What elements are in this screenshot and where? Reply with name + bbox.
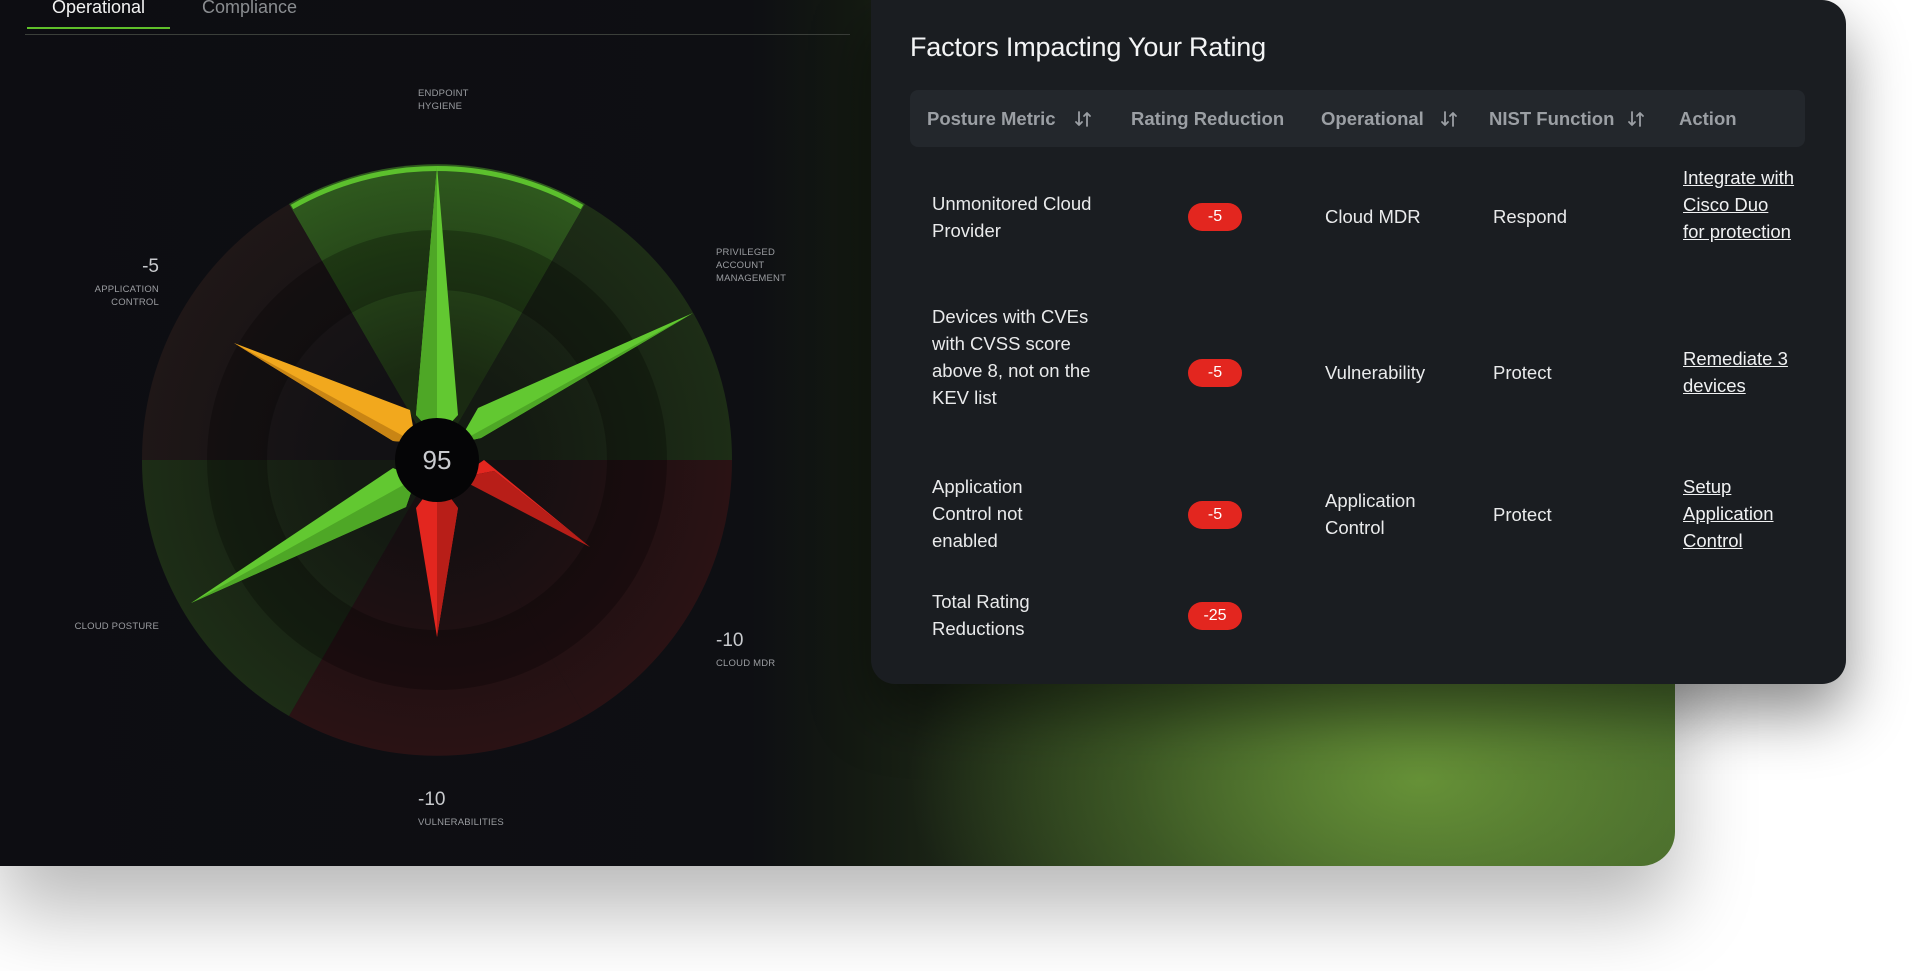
overall-score: 95 xyxy=(423,445,452,475)
value-application-control: -5 xyxy=(142,256,159,277)
col-action: Action xyxy=(1679,108,1737,129)
table-row: Unmonitored Cloud Provider -5 Cloud MDR … xyxy=(910,164,1805,274)
label-application-line1: APPLICATION xyxy=(95,284,159,295)
tab-bar: Operational Compliance xyxy=(25,0,850,35)
sort-icon[interactable] xyxy=(1440,110,1458,128)
cell-metric: Unmonitored Cloud Provider xyxy=(932,193,1092,241)
posture-radar-chart: 95 ENDPOINT HYGIENE PRIVILEGED ACCOUNT M… xyxy=(75,88,786,828)
spike-cloud-posture xyxy=(191,468,416,603)
label-endpoint-line2: HYGIENE xyxy=(418,101,462,112)
radar-labels: ENDPOINT HYGIENE PRIVILEGED ACCOUNT MANA… xyxy=(75,88,786,828)
total-label: Total Rating Reductions xyxy=(932,591,1030,639)
reduction-badge: -5 xyxy=(1188,359,1242,387)
cell-nist: Protect xyxy=(1493,504,1552,525)
reduction-badge: -5 xyxy=(1188,203,1242,231)
reduction-badge: -5 xyxy=(1188,501,1242,529)
col-rating-reduction: Rating Reduction xyxy=(1131,108,1285,129)
label-application-line2: CONTROL xyxy=(111,297,159,308)
table-row: Application Control not enabled -5 Appli… xyxy=(910,473,1805,563)
value-cloud-mdr: -10 xyxy=(716,630,743,651)
col-posture-metric: Posture Metric xyxy=(927,108,1056,129)
cell-nist: Respond xyxy=(1493,206,1568,227)
total-badge: -25 xyxy=(1188,602,1242,630)
label-privileged-line2: ACCOUNT xyxy=(716,260,764,271)
label-privileged-line3: MANAGEMENT xyxy=(716,273,786,284)
sort-icon[interactable] xyxy=(1074,110,1092,128)
cell-operational: Vulnerability xyxy=(1325,362,1426,383)
label-endpoint-line1: ENDPOINT xyxy=(418,88,469,99)
action-link-remediate-devices[interactable]: Remediate 3 devices xyxy=(1683,348,1788,396)
radar-score-center: 95 xyxy=(395,418,479,502)
tab-compliance[interactable]: Compliance xyxy=(202,0,298,17)
sort-icon[interactable] xyxy=(1627,110,1645,128)
label-vulnerabilities: VULNERABILITIES xyxy=(418,817,504,828)
action-link-integrate-duo[interactable]: Integrate with Cisco Duo for protection xyxy=(1683,167,1795,242)
factors-card: Factors Impacting Your Rating Posture Me… xyxy=(871,0,1846,684)
cell-metric: Devices with CVEs with CVSS score above … xyxy=(932,306,1091,408)
card-title: Factors Impacting Your Rating xyxy=(910,32,1266,62)
cell-nist: Protect xyxy=(1493,362,1552,383)
table-row: Devices with CVEs with CVSS score above … xyxy=(910,303,1805,443)
label-cloud-mdr: CLOUD MDR xyxy=(716,658,775,669)
tab-operational[interactable]: Operational xyxy=(26,0,171,29)
label-cloud-posture: CLOUD POSTURE xyxy=(75,621,159,632)
cell-metric: Application Control not enabled xyxy=(932,476,1023,551)
cell-operational: Cloud MDR xyxy=(1325,206,1421,227)
table-header: Posture Metric Rating Reduction Operatio… xyxy=(910,90,1805,147)
table-total-row: Total Rating Reductions -25 xyxy=(910,588,1805,648)
col-nist-function: NIST Function xyxy=(1489,108,1615,129)
cell-operational: Application Control xyxy=(1325,490,1416,538)
radar-spikes xyxy=(191,166,693,637)
label-privileged-line1: PRIVILEGED xyxy=(716,247,775,258)
col-operational: Operational xyxy=(1321,108,1424,129)
value-vulnerabilities: -10 xyxy=(418,789,445,810)
action-link-setup-app-control[interactable]: Setup Application Control xyxy=(1683,476,1774,551)
